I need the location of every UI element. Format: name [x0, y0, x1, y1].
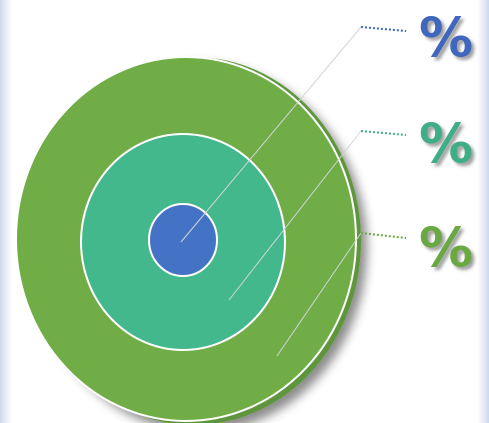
inner-leader-line: [180, 26, 362, 243]
outer-dotted-connector: [360, 232, 407, 239]
middle-leader-line: [228, 130, 362, 301]
inner-percent-label: %: [418, 6, 474, 69]
middle-percent-label: %: [418, 112, 474, 175]
inner-dotted-connector: [360, 26, 407, 32]
outer-leader-line: [276, 232, 362, 357]
middle-dotted-connector: [360, 130, 407, 136]
outer-percent-label: %: [418, 216, 474, 279]
